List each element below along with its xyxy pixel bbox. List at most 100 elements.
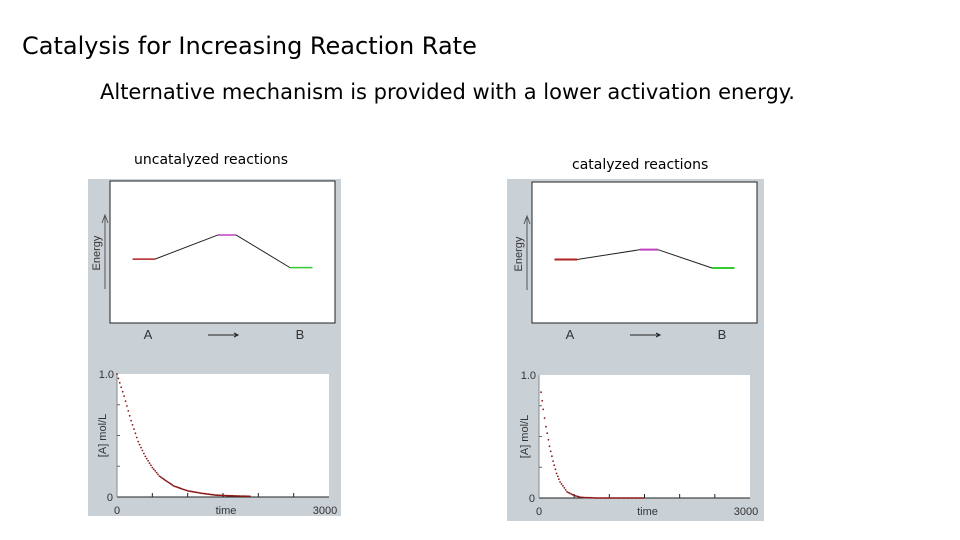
x-tick-label-min: 0 [114,505,120,517]
reactant-label-a: A [566,327,575,342]
data-point [543,417,546,419]
x-axis-label: time [637,506,658,518]
data-point [621,497,623,499]
data-point [131,424,134,426]
data-point [163,478,166,481]
data-point [226,494,229,497]
energy-path-line [576,249,641,261]
data-point [155,471,158,474]
data-point [564,489,567,491]
data-point [121,390,124,393]
data-point [230,494,233,497]
data-point [560,483,563,485]
data-point [148,462,151,464]
data-point [642,497,645,499]
data-point [623,497,626,499]
data-point [245,495,247,498]
data-point [548,445,551,448]
data-point [118,382,121,384]
data-point [616,497,618,499]
y-tick-label-max: 1.0 [521,370,536,382]
data-point [573,494,576,497]
data-point [637,497,639,499]
data-point [602,497,604,499]
data-point [634,497,637,499]
data-point [229,494,232,497]
data-point [202,492,205,495]
energy-plot-area [531,181,758,324]
reaction-arrowhead-icon [655,332,662,338]
data-point [246,495,249,498]
data-point [249,495,251,498]
data-point [625,497,627,499]
data-point [604,497,607,499]
data-point [641,497,643,499]
data-point [574,495,577,497]
data-point [158,475,161,477]
data-point [147,459,150,462]
data-point [609,497,612,499]
data-point [586,496,589,499]
data-point [239,495,242,497]
data-point [570,493,573,495]
data-point [569,492,571,495]
data-point [540,391,542,394]
data-point [231,494,234,497]
data-point [571,493,574,496]
y-axis-label: [A] mol/L [97,414,109,457]
data-point [584,496,586,499]
data-point [128,414,131,417]
data-point [590,496,593,499]
data-point [552,460,554,462]
data-point [116,373,118,375]
energy-arrowhead-icon [523,214,531,225]
data-point [639,497,642,499]
data-point [591,497,594,499]
reactant-label-a: A [144,327,153,342]
data-point [545,425,547,428]
data-point [619,497,622,499]
data-point [566,491,568,493]
data-point [541,399,544,402]
data-point [233,495,235,497]
data-point [154,470,157,472]
x-tick-label-max: 3000 [734,506,758,518]
data-point [225,494,228,497]
data-point [631,497,634,499]
data-point [144,455,147,458]
data-point [603,497,606,499]
data-point [551,455,553,458]
data-point [167,481,170,484]
data-point [577,495,580,498]
data-point [608,497,611,499]
data-point [227,494,230,497]
data-point [241,495,243,497]
data-point [211,493,214,496]
data-point [567,491,570,494]
data-point [134,432,137,435]
data-point [593,497,595,499]
data-point [598,497,600,499]
data-point [166,480,169,483]
data-point [242,495,245,498]
data-point [549,450,552,453]
data-point [161,477,163,479]
data-point [555,472,558,475]
data-point [151,466,154,469]
data-point [124,400,127,402]
data-point [137,440,140,443]
data-point [558,478,560,480]
data-point [164,479,167,482]
energy-path-line [235,234,291,269]
data-point [585,496,588,499]
data-point [635,497,638,499]
data-point [588,496,590,499]
data-point [150,464,152,467]
data-point [133,428,135,430]
data-point [633,497,635,499]
data-point [614,497,617,499]
data-point [127,410,130,412]
data-point [224,494,226,497]
data-point [547,438,550,441]
